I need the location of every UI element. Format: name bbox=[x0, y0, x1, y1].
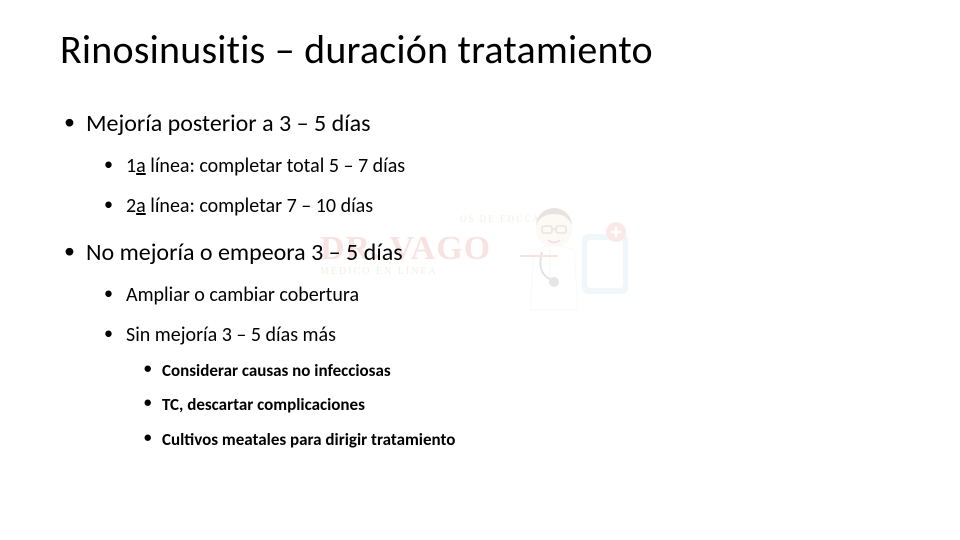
bullet-improvement-text: Mejoría posterior a 3 – 5 días bbox=[86, 109, 371, 138]
bullet-no-improvement-text: No mejoría o empeora 3 – 5 días bbox=[86, 238, 403, 267]
bullet-still-no-improvement: Sin mejoría 3 – 5 días más Considerar ca… bbox=[100, 322, 900, 450]
bullet-first-line: 1a línea: completar total 5 – 7 días bbox=[100, 153, 900, 179]
bullet-no-improvement: No mejoría o empeora 3 – 5 días Ampliar … bbox=[60, 237, 900, 450]
bullet-improvement: Mejoría posterior a 3 – 5 días 1a línea:… bbox=[60, 108, 900, 219]
bullet-second-line: 2a línea: completar 7 – 10 días bbox=[100, 193, 900, 219]
bullet-list: Mejoría posterior a 3 – 5 días 1a línea:… bbox=[60, 108, 900, 451]
bullet-ct-scan: TC, descartar complicaciones bbox=[140, 394, 900, 416]
bullet-cultures: Cultivos meatales para dirigir tratamien… bbox=[140, 429, 900, 451]
bullet-expand-coverage: Ampliar o cambiar cobertura bbox=[100, 282, 900, 308]
slide-title: Rinosinusitis – duración tratamiento bbox=[60, 28, 900, 72]
bullet-noninfectious: Considerar causas no infecciosas bbox=[140, 360, 900, 382]
